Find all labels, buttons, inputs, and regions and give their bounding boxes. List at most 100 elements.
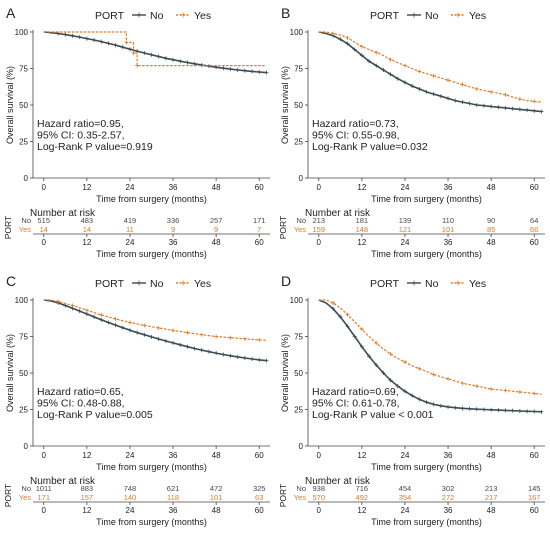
legend-marker-yes: + [180, 279, 186, 290]
censor-mark-yes [331, 31, 336, 36]
risk-count-yes: 66 [530, 225, 538, 234]
legend-title: PORT [95, 10, 125, 22]
censor-mark-yes [503, 92, 508, 97]
annotation-line: Log-Rank P value=0.919 [37, 141, 153, 153]
censor-mark-yes [431, 372, 436, 377]
risk-x-tick-label: 12 [357, 238, 366, 247]
risk-count-no: 302 [442, 484, 455, 493]
censor-mark-no [135, 330, 140, 335]
risk-table-title: Number at risk [305, 208, 371, 219]
risk-x-tick-label: 12 [357, 506, 366, 515]
risk-count-no: 139 [399, 216, 412, 225]
annotation-line: 95% CI: 0.48-0.88, [37, 398, 125, 410]
y-tick-label: 25 [294, 138, 303, 147]
y-tick-label: 50 [19, 369, 28, 378]
x-tick-label: 60 [255, 183, 264, 192]
risk-row-label-yes: Yes [294, 225, 306, 234]
x-tick-label: 24 [126, 183, 135, 192]
censor-mark-no [539, 409, 544, 414]
risk-x-tick-label: 0 [317, 238, 322, 247]
censor-mark-no [192, 346, 197, 351]
y-axis-title: Overall survival (%) [5, 334, 15, 412]
risk-count-no: 181 [356, 216, 369, 225]
legend-label-yes: Yes [194, 10, 211, 22]
panel-c: C PORT + No + Yes 0 25 50 75 100 0 12 24 36 48 60 Time fr… [3, 273, 270, 527]
legend-title: PORT [370, 278, 400, 290]
censor-mark-no [242, 68, 247, 73]
censor-mark-yes [359, 327, 364, 332]
risk-row-label-yes: Yes [19, 225, 31, 234]
censor-mark-yes [124, 40, 129, 45]
censor-mark-yes [84, 308, 89, 313]
censor-mark-no [446, 404, 451, 409]
legend-title: PORT [370, 10, 400, 22]
y-tick-label: 0 [24, 442, 29, 451]
x-axis-title: Time from surgery (months) [96, 194, 207, 204]
censor-mark-yes [489, 89, 494, 94]
censor-marks-no [331, 306, 544, 414]
censor-mark-no [242, 355, 247, 360]
censor-mark-no [84, 312, 89, 317]
censor-mark-no [367, 354, 372, 359]
censor-mark-no [149, 52, 154, 57]
x-tick-label: 48 [212, 183, 221, 192]
censor-mark-no [338, 314, 343, 319]
risk-count-yes: 63 [255, 493, 263, 502]
x-tick-label: 48 [487, 451, 496, 460]
risk-x-tick-label: 24 [126, 506, 135, 515]
censor-mark-no [374, 362, 379, 367]
panel-label: D [281, 273, 291, 289]
annotation-line: Hazard ratio=0.69, [312, 386, 399, 398]
y-tick-label: 50 [19, 101, 28, 110]
risk-x-tick-label: 60 [255, 506, 264, 515]
censor-mark-no [250, 69, 255, 74]
panel-label: C [6, 273, 16, 289]
risk-row-label-no: No [21, 484, 31, 493]
risk-count-no: 419 [124, 216, 137, 225]
annotation-line: Log-Rank P value < 0.001 [312, 409, 434, 421]
risk-x-tick-label: 60 [530, 238, 539, 247]
risk-count-yes: 9 [171, 225, 175, 234]
censor-mark-yes [56, 299, 61, 304]
y-tick-label: 75 [19, 333, 28, 342]
risk-count-no: 1011 [36, 484, 52, 493]
censor-mark-yes [70, 303, 75, 308]
censor-mark-no [410, 393, 415, 398]
censor-mark-no [63, 32, 68, 37]
risk-count-no: 325 [253, 484, 266, 493]
censor-mark-yes [474, 384, 479, 389]
risk-table-ylabel: PORT [3, 216, 13, 239]
censor-mark-yes [460, 381, 465, 386]
legend: PORT + No + Yes [370, 10, 486, 22]
censor-mark-no [453, 405, 458, 410]
risk-table-ylabel: PORT [3, 484, 13, 507]
censor-mark-no [424, 89, 429, 94]
risk-count-yes: 9 [214, 225, 218, 234]
censor-mark-no [99, 39, 104, 44]
censor-mark-no [113, 323, 118, 328]
censor-mark-no [510, 106, 515, 111]
censor-mark-no [446, 96, 451, 101]
censor-mark-no [77, 35, 82, 40]
censor-mark-no [467, 406, 472, 411]
y-tick-label: 100 [15, 28, 29, 37]
risk-count-yes: 272 [442, 493, 455, 502]
censor-mark-yes [127, 320, 132, 325]
risk-row-label-no: No [21, 216, 31, 225]
risk-count-yes: 118 [167, 493, 179, 502]
risk-count-yes: 354 [399, 493, 412, 502]
censor-mark-yes [402, 360, 407, 365]
censor-mark-no [395, 384, 400, 389]
y-tick-label: 0 [299, 442, 304, 451]
x-tick-label: 48 [212, 451, 221, 460]
censor-mark-yes [199, 332, 204, 337]
censor-mark-no [496, 408, 501, 413]
censor-mark-yes [402, 63, 407, 68]
censor-mark-no [156, 54, 161, 59]
risk-count-no: 454 [399, 484, 412, 493]
censor-mark-no [460, 406, 465, 411]
x-tick-label: 12 [357, 183, 366, 192]
censor-mark-yes [135, 63, 140, 68]
censor-mark-no [120, 45, 125, 50]
